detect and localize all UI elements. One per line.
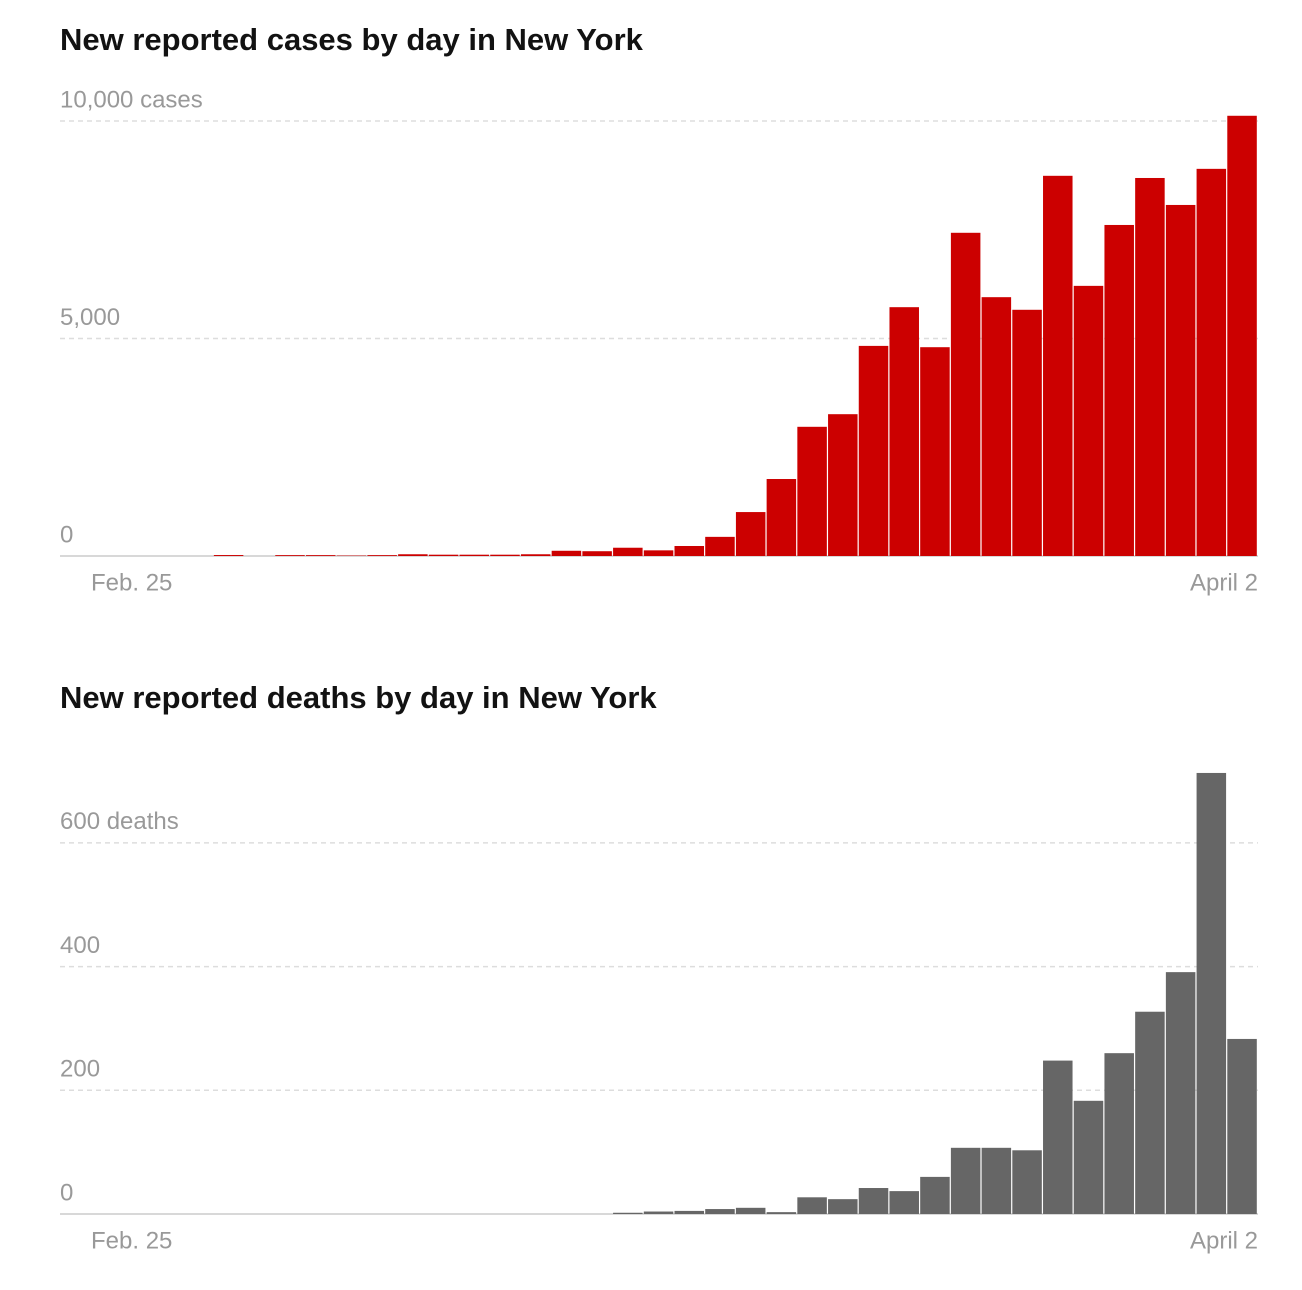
bar xyxy=(305,555,336,556)
bar xyxy=(551,550,582,556)
bar xyxy=(459,554,490,556)
bar xyxy=(705,1209,735,1214)
bar xyxy=(1012,1150,1042,1214)
bar xyxy=(920,347,950,556)
bar xyxy=(981,1147,1012,1214)
bar xyxy=(1043,175,1073,556)
bar xyxy=(1073,285,1104,556)
bar xyxy=(1165,204,1196,556)
bar xyxy=(950,1147,981,1214)
bar xyxy=(613,1212,643,1214)
bar xyxy=(1012,309,1042,556)
bar xyxy=(490,554,520,556)
bar xyxy=(950,232,981,557)
x-tick-label: April 2 xyxy=(1190,569,1258,596)
x-tick-label: Feb. 25 xyxy=(91,569,172,596)
bar xyxy=(643,550,674,556)
bar xyxy=(674,545,705,556)
y-tick-label: 600 deaths xyxy=(60,808,179,835)
bar xyxy=(275,555,305,556)
bar xyxy=(705,536,735,556)
bar xyxy=(858,345,889,556)
bar xyxy=(1196,772,1227,1214)
y-tick-label: 0 xyxy=(60,521,73,548)
bar xyxy=(213,555,244,556)
bar xyxy=(613,547,643,556)
bar xyxy=(398,554,428,556)
y-tick-label: 10,000 cases xyxy=(60,86,203,113)
bar xyxy=(797,1197,827,1214)
bar xyxy=(674,1210,705,1214)
bar xyxy=(367,555,397,556)
bar xyxy=(766,1212,797,1214)
bar xyxy=(1043,1060,1073,1214)
bar xyxy=(1104,224,1134,556)
bar xyxy=(981,297,1012,556)
bar xyxy=(1227,115,1257,556)
bar xyxy=(1196,168,1227,556)
bar xyxy=(920,1176,950,1214)
y-tick-label: 5,000 xyxy=(60,304,120,331)
x-tick-label: Feb. 25 xyxy=(91,1227,172,1254)
bar xyxy=(1135,1011,1165,1214)
y-tick-label: 0 xyxy=(60,1179,73,1206)
bar xyxy=(520,554,551,556)
bar xyxy=(1135,177,1165,557)
chart-title: New reported deaths by day in New York xyxy=(60,680,657,715)
bar xyxy=(735,1207,766,1214)
bar xyxy=(1227,1038,1257,1214)
bar xyxy=(797,426,827,556)
bar xyxy=(828,414,858,556)
bar xyxy=(735,512,766,556)
bar xyxy=(828,1199,858,1214)
y-tick-label: 400 xyxy=(60,932,100,959)
y-tick-label: 200 xyxy=(60,1056,100,1083)
bar xyxy=(643,1211,674,1214)
bar xyxy=(766,479,797,556)
bar xyxy=(889,1191,919,1214)
bar xyxy=(858,1188,889,1214)
bar xyxy=(1165,972,1196,1214)
bar xyxy=(1073,1100,1104,1214)
bar xyxy=(1104,1053,1134,1214)
bar xyxy=(428,554,459,556)
x-tick-label: April 2 xyxy=(1190,1227,1258,1254)
bar xyxy=(889,307,919,556)
bar xyxy=(582,551,612,556)
chart-title: New reported cases by day in New York xyxy=(60,22,644,57)
